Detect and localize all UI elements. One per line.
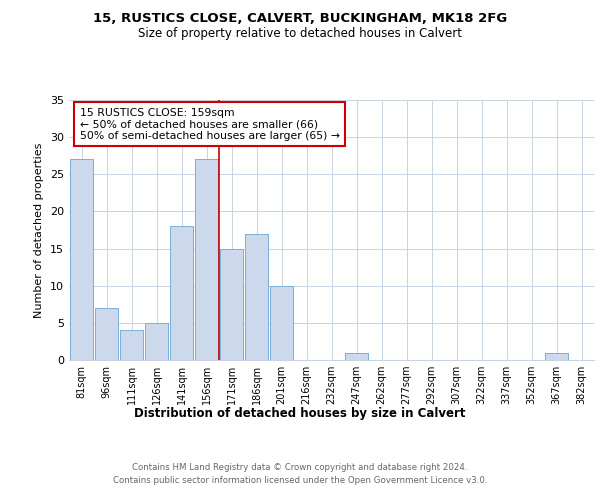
Bar [145,323,168,360]
Bar [245,234,268,360]
Text: 15 RUSTICS CLOSE: 159sqm
← 50% of detached houses are smaller (66)
50% of semi-d: 15 RUSTICS CLOSE: 159sqm ← 50% of detach… [79,108,340,141]
Text: Distribution of detached houses by size in Calvert: Distribution of detached houses by size … [134,408,466,420]
Text: Contains public sector information licensed under the Open Government Licence v3: Contains public sector information licen… [113,476,487,485]
Bar [70,160,93,360]
Bar [95,308,118,360]
Bar [545,352,568,360]
Bar [345,352,368,360]
Text: Size of property relative to detached houses in Calvert: Size of property relative to detached ho… [138,28,462,40]
Bar [220,248,243,360]
Bar [270,286,293,360]
Bar [170,226,193,360]
Y-axis label: Number of detached properties: Number of detached properties [34,142,44,318]
Text: 15, RUSTICS CLOSE, CALVERT, BUCKINGHAM, MK18 2FG: 15, RUSTICS CLOSE, CALVERT, BUCKINGHAM, … [93,12,507,26]
Text: Contains HM Land Registry data © Crown copyright and database right 2024.: Contains HM Land Registry data © Crown c… [132,462,468,471]
Bar [120,330,143,360]
Bar [195,160,218,360]
